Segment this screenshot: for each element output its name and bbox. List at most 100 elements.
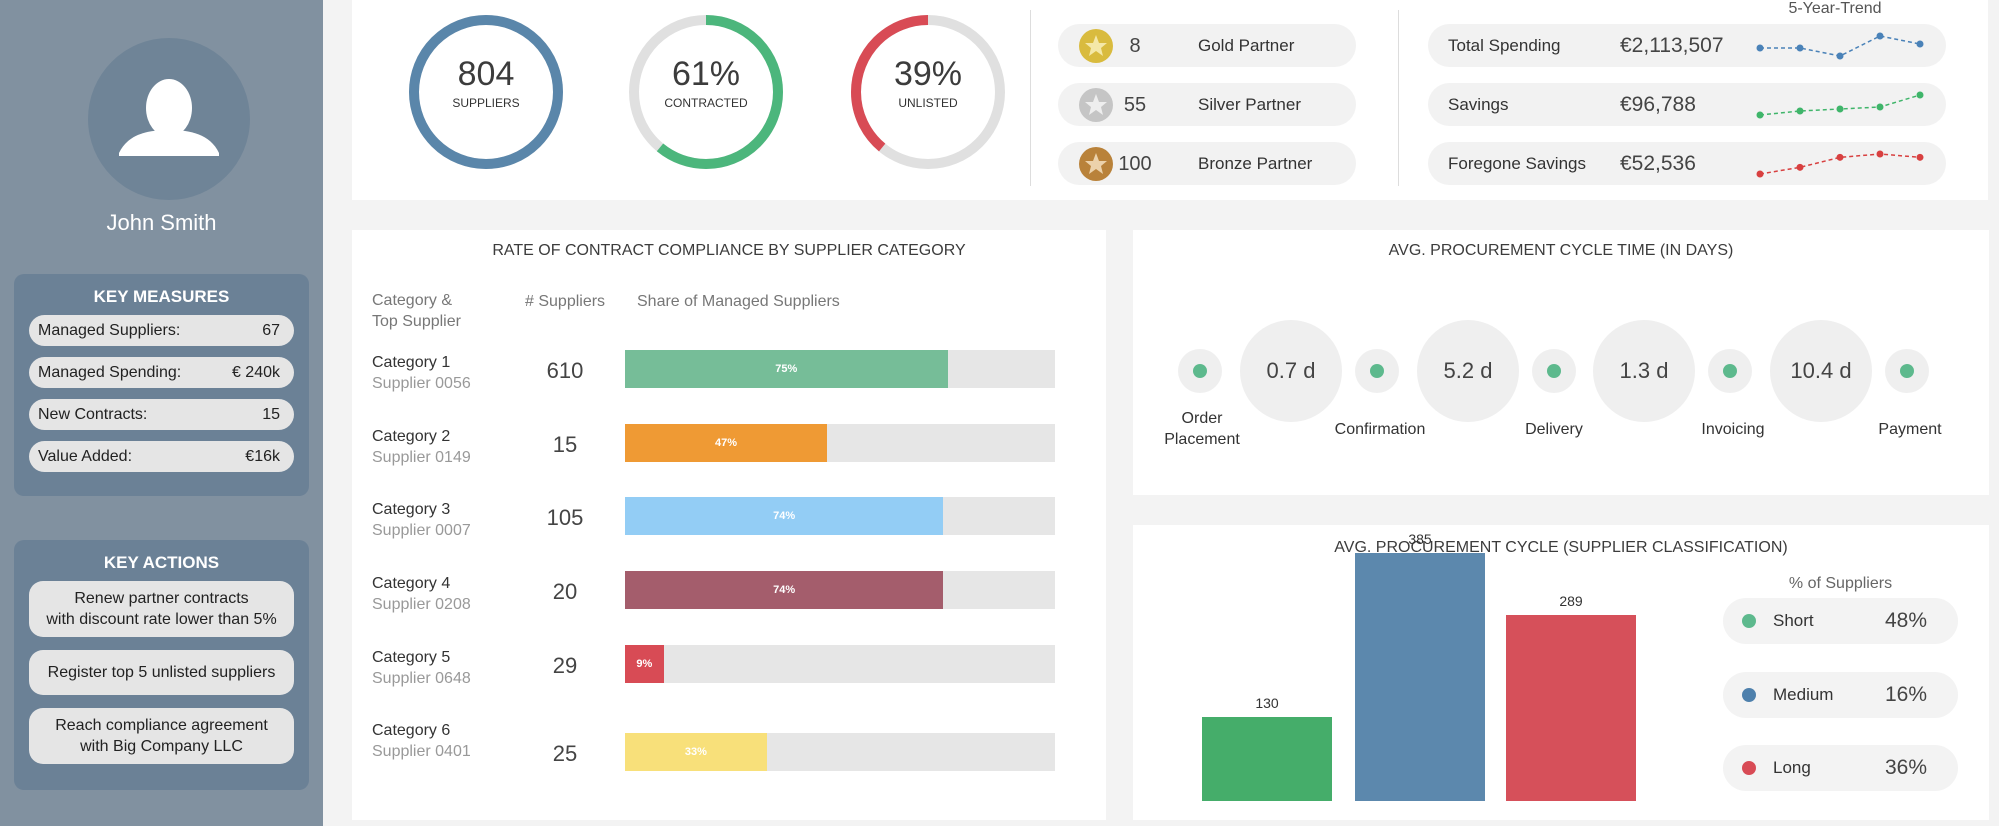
category-5-fill: 9% [625, 645, 664, 683]
gold-partner-row: 8 Gold Partner [1058, 24, 1356, 67]
sparkline-point [1756, 170, 1764, 178]
sparkline-point [1796, 44, 1804, 52]
bronze-partner-row: 100 Bronze Partner [1058, 142, 1356, 185]
bar-medium [1355, 552, 1485, 801]
category-3-count: 105 [546, 505, 584, 530]
class-medium-row: Medium 16% [1723, 672, 1958, 718]
class-short-row: Short 48% [1723, 598, 1958, 644]
category-1-count: 610 [546, 358, 584, 383]
silver-star-badge-icon [1079, 88, 1113, 122]
col-header-share: Share of Managed Suppliers [637, 293, 840, 310]
total-spending-row: Total Spending €2,113,507 [1428, 24, 1946, 67]
class-long-row: Long 36% [1723, 745, 1958, 791]
short-dot-icon [1742, 614, 1756, 628]
category-4-label: Category 4 Supplier 0208 [372, 575, 471, 613]
divider [1398, 10, 1399, 186]
avatar[interactable] [88, 38, 250, 200]
category-2-count: 15 [552, 432, 578, 457]
user-name: John Smith [106, 210, 217, 235]
sparkline-point [1836, 105, 1844, 113]
bar-short-value: 130 [1255, 695, 1279, 712]
category-2-label: Category 2 Supplier 0149 [372, 428, 471, 466]
key-actions-panel: KEY ACTIONS Renew partner contracts with … [14, 540, 309, 790]
category-5-label: Category 5 Supplier 0648 [372, 649, 471, 687]
suppliers-ring-text: 804 SUPPLIERS [452, 55, 520, 110]
bar-medium-value: 385 [1408, 530, 1432, 547]
category-4-count: 20 [552, 579, 578, 604]
duration-1: 0.7 d [1240, 320, 1342, 422]
step-payment-label: Payment [1878, 421, 1942, 438]
step-delivery-label: Delivery [1525, 421, 1583, 438]
sparkline-point [1756, 44, 1764, 52]
sparkline-point [1836, 153, 1844, 161]
contracted-ring [629, 15, 783, 169]
key-measures-panel: KEY MEASURES Managed Suppliers: 67 Manage… [14, 274, 309, 496]
compliance-title: RATE OF CONTRACT COMPLIANCE BY SUPPLIER … [492, 242, 966, 259]
step-confirmation-label: Confirmation [1334, 421, 1426, 438]
sparkline-point [1796, 163, 1804, 171]
step-payment-dot [1885, 349, 1929, 393]
category-6-count: 25 [552, 741, 578, 766]
category-5-bar: 9% [625, 645, 1055, 683]
classification-title: AVG. PROCUREMENT CYCLE (SUPPLIER CLASSIF… [1334, 539, 1788, 556]
bar-long-value: 289 [1559, 592, 1583, 609]
cycle-time-title: AVG. PROCUREMENT CYCLE TIME (IN DAYS) [1388, 242, 1734, 259]
col-header-category: Category & Top Supplier [372, 292, 461, 330]
sparkline-point [1876, 32, 1884, 40]
sparkline-point [1796, 107, 1804, 115]
foregone-savings-sparkline [1756, 150, 1924, 178]
sidebar: John Smith KEY MEASURES Managed Supplier… [0, 0, 323, 826]
savings-sparkline [1756, 91, 1924, 119]
sparkline-point [1876, 103, 1884, 111]
step-order-dot [1178, 349, 1222, 393]
step-order-label: Order Placement [1164, 410, 1240, 448]
medium-dot-icon [1742, 688, 1756, 702]
duration-4: 10.4 d [1770, 320, 1872, 422]
category-6-label: Category 6 Supplier 0401 [372, 722, 471, 760]
step-delivery-dot [1532, 349, 1576, 393]
savings-row: Savings €96,788 [1428, 83, 1946, 126]
sparkline-point [1756, 111, 1764, 119]
measure-managed-spending: Managed Spending: € 240k [29, 357, 294, 388]
measure-managed-suppliers: Managed Suppliers: 67 [29, 315, 294, 346]
measure-value-added: Value Added: €16k [29, 441, 294, 472]
category-3-label: Category 3 Supplier 0007 [372, 501, 471, 539]
unlisted-ring-text: 39% UNLISTED [893, 55, 963, 110]
step-confirmation-dot [1355, 349, 1399, 393]
category-6-fill: 33% [625, 733, 767, 771]
foregone-savings-row: Foregone Savings €52,536 [1428, 142, 1946, 185]
bar-long [1506, 614, 1636, 801]
bronze-star-badge-icon [1079, 147, 1113, 181]
category-2-bar: 47% [625, 424, 1055, 462]
category-1-label: Category 1 Supplier 0056 [372, 354, 471, 392]
key-actions-title: KEY ACTIONS [103, 553, 220, 572]
category-6-bar: 33% [625, 733, 1055, 771]
unlisted-ring [851, 15, 1005, 169]
user-icon [119, 79, 219, 156]
category-1-bar: 75% [625, 350, 1055, 388]
step-invoicing-label: Invoicing [1701, 421, 1765, 438]
action-renew-contracts[interactable]: Renew partner contracts with discount rat… [29, 581, 294, 637]
sparkline-point [1916, 91, 1924, 99]
category-3-bar: 74% [625, 497, 1055, 535]
action-reach-compliance[interactable]: Reach compliance agreement with Big Compa… [29, 708, 294, 764]
sparkline-point [1916, 153, 1924, 161]
contracted-ring-text: 61% CONTRACTED [664, 55, 748, 110]
suppliers-ring [409, 15, 563, 169]
key-measures-title: KEY MEASURES [93, 287, 230, 306]
bar-short [1202, 717, 1332, 801]
action-register-suppliers[interactable]: Register top 5 unlisted suppliers [29, 650, 294, 695]
silver-partner-row: 55 Silver Partner [1058, 83, 1356, 126]
step-invoicing-dot [1708, 349, 1752, 393]
total-spending-sparkline [1756, 32, 1924, 60]
category-4-fill: 74% [625, 571, 944, 609]
trend-title: 5-Year-Trend [1788, 0, 1882, 17]
measure-new-contracts: New Contracts: 15 [29, 399, 294, 430]
category-4-bar: 74% [625, 571, 1055, 609]
pct-title: % of Suppliers [1788, 575, 1893, 592]
gold-star-badge-icon [1079, 29, 1113, 63]
duration-3: 1.3 d [1593, 320, 1695, 422]
category-3-fill: 74% [625, 497, 944, 535]
category-5-count: 29 [552, 653, 578, 678]
sparkline-point [1836, 52, 1844, 60]
